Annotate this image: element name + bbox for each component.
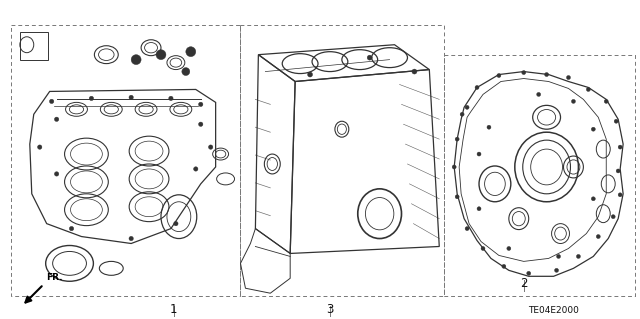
Ellipse shape (566, 76, 570, 79)
Text: FR.: FR. (45, 273, 62, 282)
Ellipse shape (577, 255, 580, 258)
Ellipse shape (89, 96, 93, 100)
Ellipse shape (611, 215, 615, 219)
Ellipse shape (477, 207, 481, 211)
Ellipse shape (545, 72, 548, 77)
Ellipse shape (477, 152, 481, 156)
Ellipse shape (455, 195, 459, 199)
Ellipse shape (193, 167, 198, 171)
Ellipse shape (614, 119, 618, 123)
Ellipse shape (455, 137, 459, 141)
Ellipse shape (487, 125, 491, 129)
Bar (444, 56, 635, 296)
Ellipse shape (497, 74, 501, 78)
Text: 2: 2 (520, 278, 527, 290)
Ellipse shape (412, 69, 417, 74)
Ellipse shape (554, 268, 559, 272)
Bar (241, 26, 444, 296)
Ellipse shape (182, 68, 190, 76)
Ellipse shape (209, 145, 213, 149)
Bar (12, 26, 241, 296)
Ellipse shape (173, 221, 178, 226)
Ellipse shape (156, 50, 166, 60)
Text: 1: 1 (170, 303, 177, 316)
Ellipse shape (129, 236, 133, 241)
Ellipse shape (452, 165, 456, 169)
Ellipse shape (591, 127, 595, 131)
Ellipse shape (618, 193, 622, 197)
Ellipse shape (502, 264, 506, 268)
Ellipse shape (586, 87, 590, 92)
Ellipse shape (367, 55, 372, 60)
Ellipse shape (169, 96, 173, 100)
Ellipse shape (54, 117, 59, 122)
Ellipse shape (38, 145, 42, 149)
Ellipse shape (507, 247, 511, 250)
Ellipse shape (557, 255, 561, 258)
Ellipse shape (527, 271, 531, 275)
Ellipse shape (465, 226, 469, 231)
Ellipse shape (131, 55, 141, 65)
Text: 3: 3 (326, 303, 333, 316)
Ellipse shape (308, 72, 312, 77)
Ellipse shape (522, 70, 525, 75)
Ellipse shape (616, 169, 620, 173)
Ellipse shape (465, 105, 469, 109)
Ellipse shape (604, 100, 608, 103)
Ellipse shape (572, 100, 575, 103)
Ellipse shape (537, 93, 541, 96)
Text: TE04E2000: TE04E2000 (528, 306, 579, 315)
Ellipse shape (596, 234, 600, 239)
Ellipse shape (475, 85, 479, 89)
Ellipse shape (186, 47, 196, 57)
Ellipse shape (49, 99, 54, 104)
Ellipse shape (129, 95, 133, 100)
Ellipse shape (618, 145, 622, 149)
Ellipse shape (198, 102, 203, 107)
Ellipse shape (460, 112, 464, 116)
Ellipse shape (198, 122, 203, 126)
Ellipse shape (69, 226, 74, 231)
Ellipse shape (591, 197, 595, 201)
Ellipse shape (481, 247, 485, 250)
Bar (20, 32, 47, 60)
Ellipse shape (54, 172, 59, 176)
